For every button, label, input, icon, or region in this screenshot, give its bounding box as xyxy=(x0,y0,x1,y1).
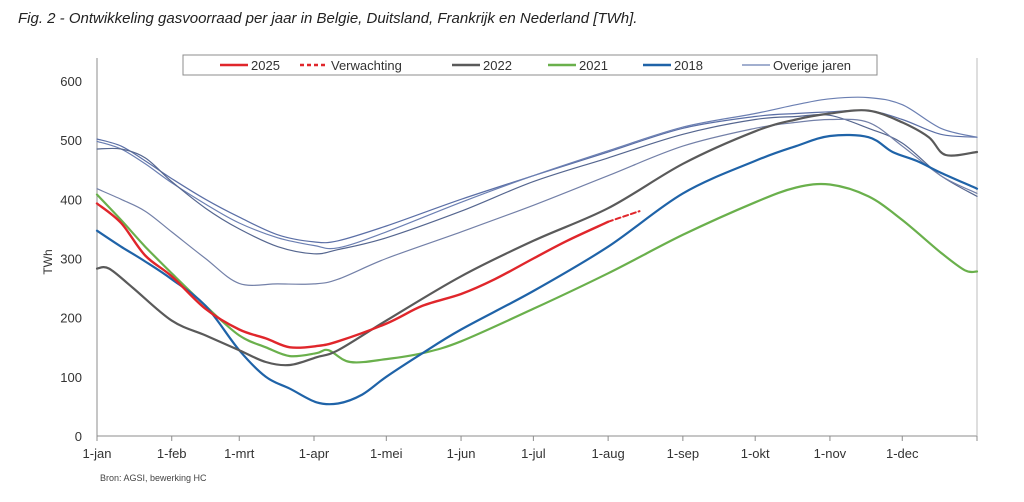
source-note: Bron: AGSI, bewerking HC xyxy=(100,473,207,483)
x-tick-label: 1-okt xyxy=(741,446,770,461)
legend-label: Overige jaren xyxy=(773,58,851,73)
x-tick-label: 1-mrt xyxy=(224,446,255,461)
y-axis-label: TWh xyxy=(41,249,55,274)
x-tick-label: 1-aug xyxy=(591,446,624,461)
x-tick-label: 1-dec xyxy=(886,446,919,461)
y-tick-label: 400 xyxy=(60,192,82,207)
y-tick-label: 200 xyxy=(60,311,82,326)
y-tick-label: 300 xyxy=(60,252,82,267)
y-tick-label: 0 xyxy=(75,429,82,444)
y-tick-label: 100 xyxy=(60,370,82,385)
legend-box xyxy=(182,54,878,76)
x-tick-label: 1-apr xyxy=(299,446,330,461)
x-tick-label: 1-jul xyxy=(521,446,546,461)
series-line-y2025 xyxy=(95,202,610,349)
y-tick-label: 600 xyxy=(60,74,82,89)
x-tick-label: 1-feb xyxy=(157,446,187,461)
series-line-y2022 xyxy=(95,109,979,367)
legend-label: 2025 xyxy=(251,58,280,73)
y-tick-label: 500 xyxy=(60,133,82,148)
legend-label: Verwachting xyxy=(331,58,402,73)
series-line-other4 xyxy=(96,118,978,286)
x-tick-label: 1-jun xyxy=(447,446,476,461)
series-line-other2 xyxy=(96,96,978,250)
series-line-y2018 xyxy=(95,133,979,406)
legend-label: 2018 xyxy=(674,58,703,73)
axes: 0 100 200 300 400 500 600 TWh 1-jan 1-feb 1-mrt 1-a… xyxy=(41,58,978,461)
series-line-other3 xyxy=(96,113,978,255)
series-line-forecast xyxy=(607,210,641,223)
series-group xyxy=(95,96,979,406)
x-tick-label: 1-nov xyxy=(814,446,847,461)
x-tick-label: 1-jan xyxy=(83,446,112,461)
legend-label: 2021 xyxy=(579,58,608,73)
x-tick-label: 1-sep xyxy=(667,446,700,461)
figure-title: Fig. 2 - Ontwikkeling gasvoorraad per ja… xyxy=(18,10,638,27)
legend: 2025 Verwachting 2022 2021 2018 Overige jaren xyxy=(182,54,878,76)
x-tick-label: 1-mei xyxy=(370,446,403,461)
legend-label: 2022 xyxy=(483,58,512,73)
